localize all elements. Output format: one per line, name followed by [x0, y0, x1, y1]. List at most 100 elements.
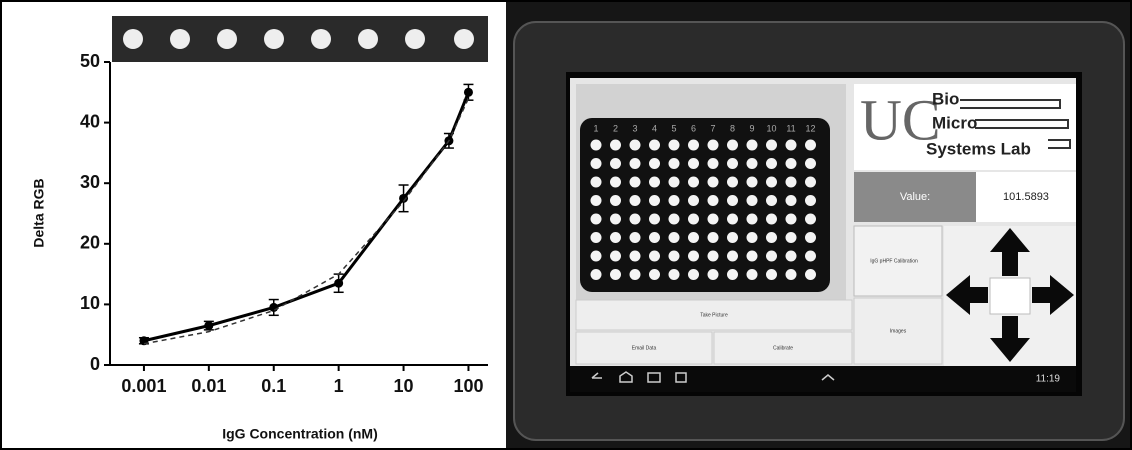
- well: [649, 140, 660, 151]
- plate-column-label: 4: [652, 123, 657, 133]
- well: [786, 214, 797, 225]
- well: [747, 232, 758, 243]
- well: [669, 158, 680, 169]
- well: [727, 214, 738, 225]
- well: [630, 269, 641, 280]
- well: [610, 214, 621, 225]
- well: [727, 251, 738, 262]
- well: [649, 177, 660, 188]
- plate-column-label: 5: [671, 123, 676, 133]
- well: [747, 214, 758, 225]
- clock: 11:19: [1036, 374, 1061, 385]
- well: [649, 214, 660, 225]
- value: 101.5893: [1003, 191, 1049, 203]
- well: [747, 251, 758, 262]
- button-text: Take Picture: [700, 312, 728, 318]
- plate-column-label: 12: [805, 123, 815, 133]
- plate-column-label: 1: [593, 123, 598, 133]
- well: [708, 232, 719, 243]
- well: [591, 232, 602, 243]
- spot-strip: [112, 16, 488, 62]
- well: [708, 177, 719, 188]
- x-tick-label: 10: [394, 376, 414, 396]
- well: [805, 158, 816, 169]
- plate-column-label: 10: [766, 123, 776, 133]
- well: [766, 177, 777, 188]
- well: [591, 140, 602, 151]
- well: [649, 195, 660, 206]
- well: [805, 269, 816, 280]
- well: [610, 232, 621, 243]
- well: [688, 177, 699, 188]
- x-tick-label: 0.001: [121, 376, 166, 396]
- well: [708, 195, 719, 206]
- spot: [170, 29, 190, 49]
- well: [630, 251, 641, 262]
- well: [727, 140, 738, 151]
- well: [649, 158, 660, 169]
- well: [805, 214, 816, 225]
- center-button[interactable]: [990, 278, 1030, 314]
- well: [688, 214, 699, 225]
- data-point: [204, 321, 213, 330]
- well: [805, 195, 816, 206]
- well: [610, 195, 621, 206]
- well: [610, 177, 621, 188]
- well: [669, 195, 680, 206]
- well: [727, 269, 738, 280]
- well: [727, 177, 738, 188]
- figure: Delta RGB IgG Concentration (nM) 1234567…: [0, 0, 1132, 450]
- well: [610, 158, 621, 169]
- well: [766, 232, 777, 243]
- well: [688, 269, 699, 280]
- x-tick-label: 0.01: [191, 376, 226, 396]
- well: [649, 232, 660, 243]
- button-text: Calibrate: [773, 345, 793, 351]
- well: [688, 251, 699, 262]
- logo-text: Micro: [932, 113, 977, 132]
- well: [630, 195, 641, 206]
- well: [708, 140, 719, 151]
- plate-column-label: 3: [632, 123, 637, 133]
- well: [591, 214, 602, 225]
- page: Delta RGB IgG Concentration (nM) 1234567…: [0, 0, 1132, 450]
- well: [747, 269, 758, 280]
- plate-column-label: 2: [613, 123, 618, 133]
- well: [591, 177, 602, 188]
- plate-column-label: 6: [691, 123, 696, 133]
- well: [688, 140, 699, 151]
- well: [610, 251, 621, 262]
- well: [727, 158, 738, 169]
- spot: [311, 29, 331, 49]
- well: [747, 177, 758, 188]
- x-tick-label: 1: [334, 376, 344, 396]
- spot: [405, 29, 425, 49]
- well: [649, 251, 660, 262]
- x-axis-title: IgG Concentration (nM): [222, 426, 378, 442]
- plate-column-label: 8: [730, 123, 735, 133]
- well: [669, 177, 680, 188]
- x-tick-label: 0.1: [261, 376, 286, 396]
- well: [591, 269, 602, 280]
- spot: [217, 29, 237, 49]
- plate-column-label: 7: [710, 123, 715, 133]
- button-text: Email Data: [632, 345, 657, 351]
- logo-text: Bio: [932, 89, 959, 108]
- well: [591, 158, 602, 169]
- well: [688, 195, 699, 206]
- spot: [454, 29, 474, 49]
- well: [805, 140, 816, 151]
- spot: [358, 29, 378, 49]
- well: [786, 177, 797, 188]
- well: [786, 140, 797, 151]
- well: [766, 269, 777, 280]
- well: [786, 269, 797, 280]
- y-tick-label: 30: [80, 172, 100, 192]
- well: [766, 214, 777, 225]
- well: [669, 251, 680, 262]
- y-tick-label: 40: [80, 111, 100, 131]
- well: [766, 140, 777, 151]
- well: [688, 232, 699, 243]
- dropdown-text: IgG pHPF Calibration: [870, 258, 918, 264]
- well: [766, 195, 777, 206]
